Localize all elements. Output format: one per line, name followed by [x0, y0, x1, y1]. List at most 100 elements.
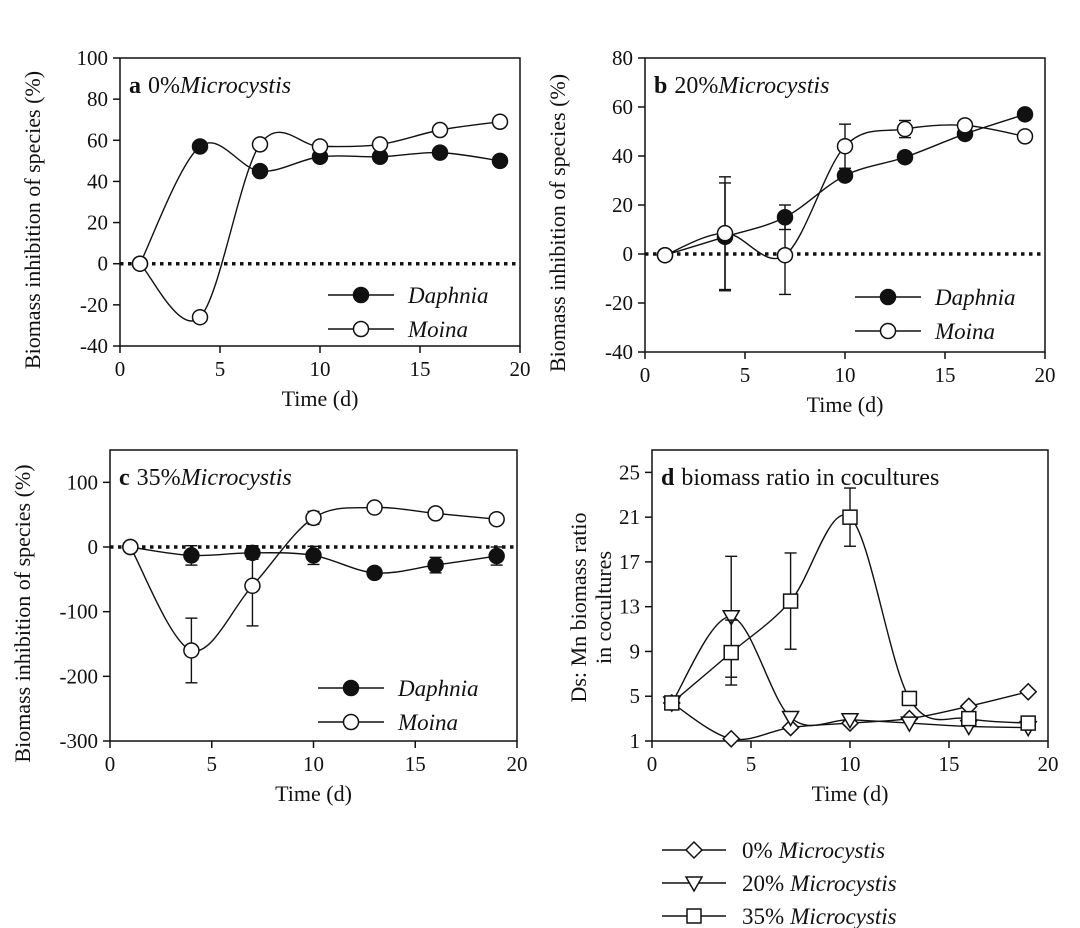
- x-tick-label: 10: [835, 363, 856, 387]
- x-tick-label: 10: [310, 357, 331, 381]
- data-point: [183, 642, 200, 659]
- x-tick-label: 5: [746, 752, 757, 776]
- panel-title: b 20%Microcystis: [654, 73, 829, 99]
- data-point: [1016, 128, 1034, 145]
- legend-label-percent: 20%: [742, 871, 784, 896]
- y-tick-label: 0: [623, 242, 634, 266]
- data-point: [776, 246, 794, 264]
- series-line: [129, 506, 497, 652]
- legend-label-percent: 0%: [742, 838, 773, 863]
- x-tick-label: 20: [1038, 752, 1059, 776]
- series-1: [122, 499, 505, 684]
- data-point: [427, 556, 444, 574]
- data-point: [491, 152, 509, 170]
- panel-letter: a: [129, 73, 141, 99]
- data-point: [842, 509, 858, 525]
- x-tick-label: 5: [740, 363, 751, 387]
- data-point: [183, 547, 200, 564]
- data-point: [122, 538, 139, 556]
- x-tick-label: 15: [935, 363, 956, 387]
- legend-marker-daphnia: [342, 679, 360, 697]
- data-point: [901, 690, 918, 707]
- data-point: [305, 547, 322, 564]
- legend-label: Daphnia: [397, 676, 479, 701]
- data-point: [896, 120, 914, 138]
- y-tick-label: 1: [630, 729, 641, 753]
- y-tick-label: 20: [87, 211, 108, 235]
- data-point: [191, 138, 209, 155]
- series-1: [662, 555, 1038, 738]
- x-tick-label: 0: [640, 363, 651, 387]
- y-tick-label: -300: [60, 729, 99, 753]
- y-axis-title: Biomass inhibition of species (%): [545, 74, 570, 372]
- x-tick-label: 5: [215, 357, 226, 381]
- data-point: [305, 509, 322, 527]
- panel-title-italic: Microcystis: [717, 73, 829, 99]
- y-tick-label: -20: [80, 293, 108, 317]
- data-point: [191, 308, 209, 326]
- legend-marker: [686, 908, 702, 924]
- data-point: [1016, 106, 1034, 123]
- y-axis-title-line1: Ds: Mn biomass ratio: [566, 512, 591, 702]
- x-tick-label: 15: [405, 752, 426, 776]
- legend-marker: [684, 876, 704, 893]
- chart-panel-b: -40 -20 0 20 40 60 80 0 5 10 15 20 Time (d) Biomass i…: [545, 46, 1056, 417]
- y-tick-label: -100: [60, 600, 99, 624]
- legend-label: Daphnia: [407, 283, 489, 308]
- x-axis-title: Time (d): [807, 392, 884, 417]
- series-2: [664, 487, 1036, 731]
- legend-label-percent: 35%: [742, 904, 784, 928]
- y-tick-label: 20: [612, 193, 633, 217]
- panel-letter: c: [119, 465, 130, 491]
- y-tick-label: -40: [605, 340, 633, 364]
- y-tick-label: -200: [60, 664, 99, 688]
- y-axis-title: Biomass inhibition of species (%): [10, 464, 35, 762]
- legend-label: Moina: [934, 319, 995, 344]
- x-tick-label: 0: [647, 752, 658, 776]
- data-point: [251, 136, 269, 153]
- x-axis-title: Time (d): [812, 781, 889, 806]
- panel-title-italic: Microcystis: [180, 465, 292, 491]
- panel-letter: d: [661, 465, 675, 491]
- x-tick-label: 0: [105, 752, 116, 776]
- x-axis-title: Time (d): [275, 781, 352, 806]
- data-point: [722, 729, 741, 748]
- legend-marker-moina: [352, 320, 370, 338]
- y-axis-title: Biomass inhibition of species (%): [20, 71, 45, 369]
- data-point: [244, 577, 261, 595]
- y-tick-label: 0: [88, 535, 99, 559]
- x-tick-label: 20: [1035, 363, 1056, 387]
- legend-label: Daphnia: [934, 285, 1016, 310]
- panel-title-text: 20%: [674, 73, 718, 99]
- legend-marker-daphnia: [879, 288, 897, 306]
- y-tick-label: 60: [87, 128, 108, 152]
- data-point: [896, 148, 914, 166]
- y-tick-label: 25: [619, 460, 640, 484]
- panel-title-italic: Microcystis: [179, 73, 291, 99]
- legend-marker-moina: [879, 322, 897, 340]
- legend-label: 20% Microcystis: [742, 871, 897, 896]
- legend-label: Moina: [397, 710, 458, 735]
- chart-panel-c: -300 -200 -100 0 100 0 5 10 15 20 Time (d) Biomass …: [10, 449, 528, 806]
- data-point: [491, 113, 509, 131]
- x-tick-label: 5: [207, 752, 218, 776]
- y-tick-label: 21: [619, 505, 640, 529]
- data-point: [656, 246, 674, 264]
- panel-title: d biomass ratio in cocultures: [661, 465, 939, 491]
- data-point: [1020, 715, 1036, 731]
- data-point: [782, 593, 799, 609]
- data-point: [431, 144, 449, 161]
- panel-title: a 0%Microcystis: [129, 73, 291, 99]
- legend-marker-daphnia: [352, 286, 370, 304]
- x-tick-label: 15: [939, 752, 960, 776]
- legend-label-italic: Microcystis: [789, 904, 897, 928]
- y-axis-title-line2: in cocultures: [591, 551, 616, 664]
- panel-title-text: 0%: [148, 73, 180, 99]
- data-point: [488, 510, 505, 528]
- data-point: [371, 136, 389, 153]
- data-point: [900, 716, 919, 733]
- y-tick-label: 9: [630, 639, 641, 663]
- legend-marker-moina: [342, 713, 360, 731]
- x-tick-label: 20: [510, 357, 531, 381]
